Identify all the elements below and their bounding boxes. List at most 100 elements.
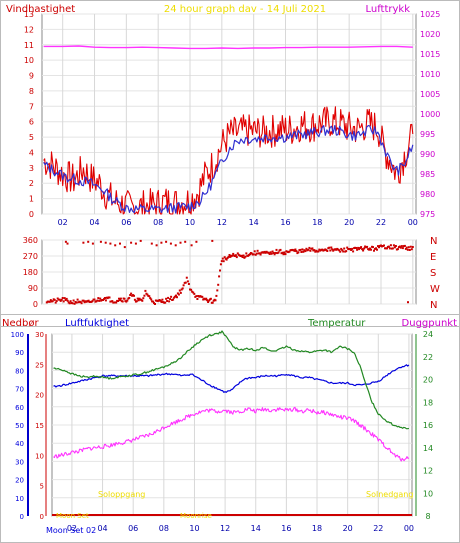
direction-point (96, 299, 99, 302)
direction-point (176, 292, 179, 295)
direction-point (87, 240, 90, 243)
direction-point (69, 300, 72, 303)
direction-point (288, 250, 291, 253)
humidity-tick-label: 80 (15, 367, 24, 375)
direction-point (165, 240, 168, 243)
direction-point (360, 246, 363, 249)
direction-point (211, 301, 214, 304)
direction-point (160, 241, 163, 244)
direction-point (240, 254, 243, 257)
direction-point (161, 298, 164, 301)
direction-point (91, 300, 94, 303)
direction-point (62, 300, 65, 303)
direction-point (362, 249, 365, 252)
compass-tick-label: W (430, 284, 440, 295)
direction-point (192, 291, 195, 294)
pressure-tick-label: 1005 (420, 90, 440, 99)
direction-point (366, 245, 369, 248)
dewpoint-line (53, 406, 410, 462)
rain-tick-label: 5 (40, 483, 44, 491)
direction-point (201, 295, 204, 298)
pressure-tick-label: 985 (420, 170, 435, 179)
humidity-tick-label: 60 (15, 404, 24, 412)
direction-point (167, 296, 170, 299)
direction-point (340, 247, 343, 250)
direction-point (363, 247, 366, 250)
wind-tick-label: 3 (29, 164, 34, 173)
direction-point (388, 247, 391, 250)
pressure-tick-label: 1020 (420, 30, 440, 39)
rain-tick-label: 30 (35, 331, 44, 339)
direction-point (234, 254, 237, 257)
direction-point (407, 301, 409, 304)
wind-tick-label: 11 (24, 41, 34, 50)
direction-point (258, 252, 261, 255)
direction-point (236, 252, 239, 255)
direction-point (270, 252, 273, 255)
time-tick-label: 14 (249, 218, 259, 227)
direction-point (186, 280, 189, 283)
moonrise-label: Moonrise (180, 512, 212, 520)
humidity-tick-label: 10 (15, 495, 24, 503)
direction-point (130, 241, 133, 244)
direction-point (64, 240, 67, 243)
direction-point (271, 250, 274, 253)
direction-point (51, 300, 54, 303)
direction-point (372, 246, 374, 249)
direction-point (299, 248, 302, 251)
direction-point (208, 299, 211, 302)
direction-point (346, 246, 349, 249)
direction-point (226, 257, 229, 259)
direction-point (253, 250, 256, 253)
direction-point (351, 247, 354, 250)
time-tick-label: 12 (217, 218, 227, 227)
direction-point (65, 297, 68, 300)
direction-point (56, 297, 59, 300)
direction-point (259, 253, 262, 256)
rain-tick-label: 0 (40, 513, 44, 521)
dewpoint-axis-label: Duggpunkt (402, 318, 458, 329)
direction-point (119, 299, 121, 302)
time-tick-label: 00 (408, 218, 418, 227)
direction-point (222, 260, 225, 263)
wind-tick-label: 4 (29, 148, 34, 157)
direction-point (211, 239, 214, 242)
direction-point (170, 295, 173, 298)
time-tick-label: 08 (159, 524, 169, 533)
direction-point (76, 298, 79, 301)
direction-point (294, 248, 297, 251)
rain-axis-label: Nedbør (2, 318, 39, 329)
direction-point (190, 288, 193, 291)
pressure-line (43, 45, 413, 50)
direction-point (185, 276, 188, 279)
direction-point (342, 250, 345, 253)
direction-point (341, 249, 344, 252)
direction-point (307, 248, 310, 251)
direction-point (108, 296, 111, 299)
direction-point (405, 246, 408, 249)
pressure-tick-label: 990 (420, 150, 435, 159)
wind-axis-label: Vindhastighet (6, 4, 75, 15)
direction-point (61, 297, 64, 299)
humidity-line (53, 364, 410, 393)
direction-point (305, 247, 308, 250)
direction-point (87, 299, 90, 302)
direction-point (242, 254, 245, 257)
direction-point (128, 296, 131, 299)
direction-point (172, 298, 175, 301)
direction-point (48, 300, 51, 303)
direction-point (146, 293, 149, 296)
direction-point (313, 249, 316, 252)
direction-point (391, 247, 394, 250)
direction-point (91, 242, 94, 245)
time-tick-label: 00 (404, 524, 414, 533)
pressure-tick-label: 1010 (420, 70, 440, 79)
temp-tick-label: 20 (423, 376, 433, 385)
direction-point (356, 248, 359, 251)
direction-point (130, 292, 133, 295)
time-tick-label: 06 (128, 524, 138, 533)
direction-point (308, 246, 311, 249)
direction-point (160, 301, 163, 303)
time-tick-label: 18 (312, 524, 322, 533)
direction-point (358, 248, 361, 251)
